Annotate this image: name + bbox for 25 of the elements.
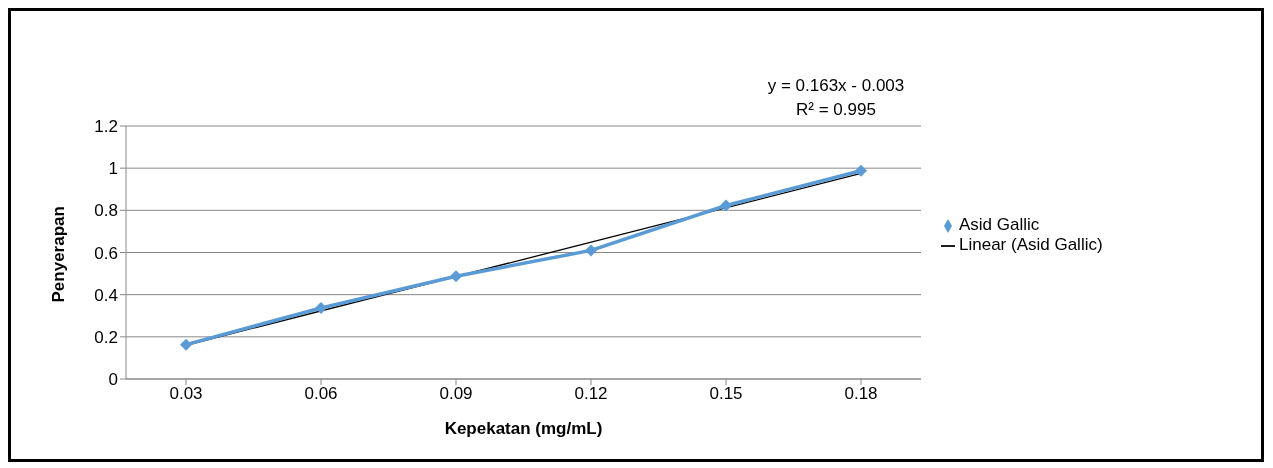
- y-tick-label: 0.6: [94, 243, 118, 263]
- y-tick-label: 0.4: [94, 285, 118, 305]
- x-tick-label: 0.15: [709, 384, 743, 404]
- point: [180, 338, 192, 351]
- point: [855, 164, 867, 177]
- x-tick-label: 0.03: [169, 384, 203, 404]
- x-tick-label: 0.09: [439, 384, 473, 404]
- point: [720, 199, 732, 212]
- text: y = 0.163x - 0.003: [767, 76, 905, 95]
- x-tick-label: 0.18: [844, 384, 878, 404]
- y-tick-label: 0.8: [94, 201, 118, 221]
- point: [315, 301, 327, 314]
- x-tick-label: 0.12: [574, 384, 608, 404]
- y-tick-label: 0.2: [94, 327, 118, 347]
- x-tick-label: 0.06: [304, 384, 338, 404]
- legend-label: Linear (Asid Gallic): [959, 235, 1103, 254]
- y-tick-label: 1.2: [94, 117, 118, 137]
- y-tick-label: 0: [108, 370, 118, 390]
- text: R² = 0.995: [796, 100, 876, 119]
- x-axis-title: Kepekatan (mg/mL): [444, 419, 603, 438]
- y-tick-label: 1: [108, 159, 118, 179]
- legend-label: Asid Gallic: [959, 215, 1040, 234]
- point: [585, 244, 597, 257]
- point: [450, 270, 462, 283]
- y-axis-title: Penyerapan: [49, 206, 69, 303]
